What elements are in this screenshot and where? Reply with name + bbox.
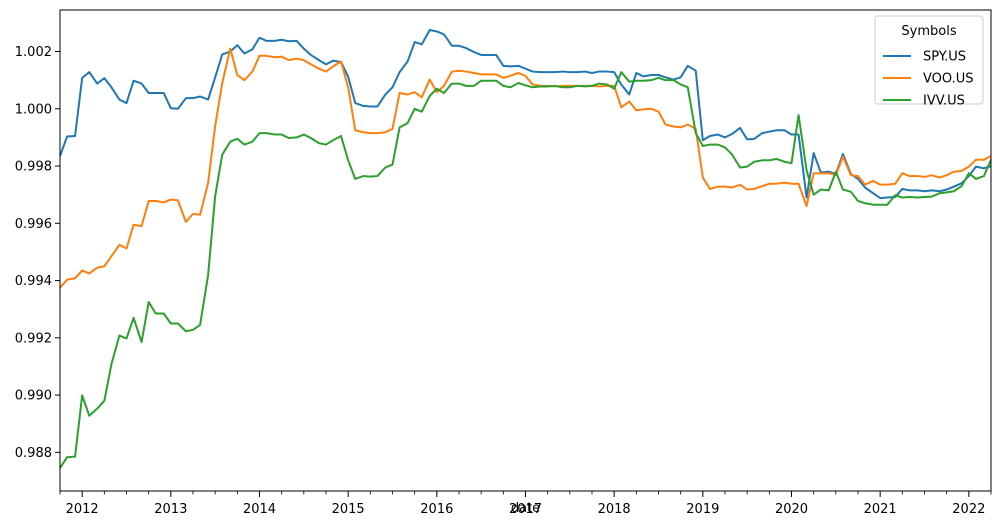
series-line-voo-us xyxy=(60,47,991,289)
y-tick-label: 0.994 xyxy=(15,274,52,289)
y-tick-label: 0.996 xyxy=(15,217,52,232)
x-tick-label: 2015 xyxy=(332,502,365,517)
y-tick-label: 0.990 xyxy=(15,389,52,404)
x-tick-label: 2022 xyxy=(952,502,985,517)
x-tick-label: 2014 xyxy=(243,502,276,517)
legend-title: Symbols xyxy=(901,24,956,39)
legend-box xyxy=(874,15,984,105)
y-tick-label: 0.992 xyxy=(15,331,52,346)
series-lines xyxy=(60,29,991,469)
x-tick-label: 2016 xyxy=(420,502,453,517)
x-tick-label: 2018 xyxy=(598,502,631,517)
x-tick-label: 2012 xyxy=(66,502,99,517)
plot-area xyxy=(60,10,991,491)
x-tick-label: 2017 xyxy=(509,502,542,517)
y-tick-label: 0.998 xyxy=(15,160,52,175)
x-axis-title: date xyxy=(511,501,540,516)
series-line-ivv-us xyxy=(60,71,991,469)
y-tick-label: 1.002 xyxy=(15,45,52,60)
y-tick-label: 1.000 xyxy=(15,102,52,117)
y-tick-label: 0.988 xyxy=(15,446,52,461)
x-tick-label: 2019 xyxy=(686,502,719,517)
plot-background xyxy=(60,10,991,491)
legend: Symbols SPY.US VOO.US IVV.US xyxy=(874,15,984,109)
legend-label-ivv-us: IVV.US xyxy=(923,94,965,109)
legend-label-voo-us: VOO.US xyxy=(923,72,974,87)
x-tick-label: 2020 xyxy=(775,502,808,517)
axes: 0.988 0.990 0.992 0.994 0.996 0.998 1.000 1.002… xyxy=(15,9,992,517)
legend-label-spy-us: SPY.US xyxy=(923,50,966,65)
x-tick-label: 2021 xyxy=(864,502,897,517)
x-tick-label: 2013 xyxy=(154,502,187,517)
